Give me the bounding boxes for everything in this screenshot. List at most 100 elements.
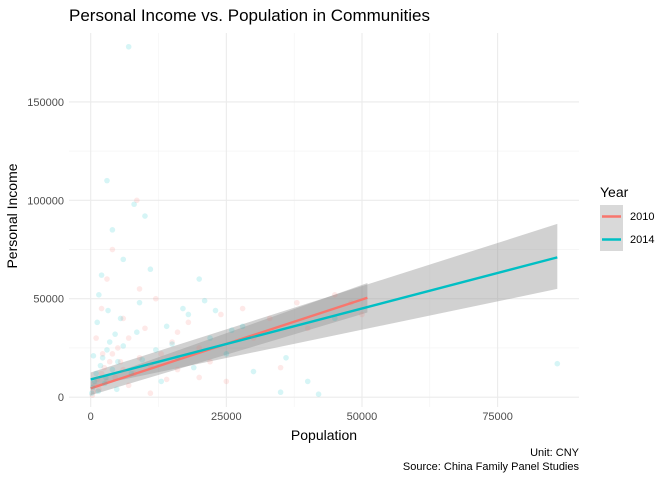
data-point-2010 [112, 374, 118, 381]
data-point-2014 [104, 347, 110, 353]
data-point-2014 [142, 213, 148, 219]
y-axis-title: Personal Income [4, 163, 20, 268]
y-tick-label: 50000 [33, 294, 64, 306]
confidence-band-2010 [90, 282, 368, 396]
data-point-2014 [134, 329, 140, 336]
chart-title: Personal Income vs. Population in Commun… [69, 6, 430, 25]
data-point-2014 [131, 201, 137, 208]
data-point-2010 [277, 364, 284, 371]
data-point-2014 [554, 360, 561, 367]
data-point-2014 [99, 354, 106, 361]
data-point-2014 [158, 378, 165, 385]
data-point-2010 [96, 386, 102, 393]
data-point-2014 [88, 390, 95, 397]
legend: Year 2010 2014 [600, 184, 654, 251]
data-point-2014 [223, 351, 230, 357]
data-point-2010 [104, 378, 110, 385]
data-point-2010 [93, 335, 99, 341]
data-point-2010 [153, 295, 159, 302]
caption-unit: Unit: CNY [530, 447, 580, 459]
legend-label: 2010 [630, 211, 654, 223]
data-point-2010 [169, 339, 175, 345]
data-point-2014 [315, 391, 322, 398]
data-point-2010 [106, 358, 113, 365]
caption-source: Source: China Family Panel Studies [403, 461, 580, 473]
data-point-2014 [93, 370, 99, 377]
data-point-2014 [120, 343, 127, 349]
trend-layer [90, 223, 558, 396]
data-point-2010 [120, 315, 127, 322]
data-point-2014 [102, 380, 108, 387]
data-point-2010 [218, 311, 224, 318]
data-point-2010 [332, 292, 338, 298]
y-tick-label: 150000 [27, 97, 64, 109]
data-point-2010 [136, 354, 143, 361]
data-point-2014 [239, 323, 246, 330]
data-point-2014 [228, 327, 235, 334]
data-point-2014 [147, 266, 154, 273]
data-point-2010 [90, 388, 97, 395]
data-point-2010 [147, 390, 154, 397]
data-point-2014 [105, 307, 111, 314]
data-point-2010 [250, 335, 257, 341]
data-point-2014 [304, 378, 311, 385]
trend-line-2014 [90, 256, 558, 381]
data-point-2014 [109, 366, 116, 373]
legend-title: Year [600, 184, 629, 200]
data-point-2014 [98, 272, 105, 278]
confidence-band-2014 [90, 223, 558, 387]
data-point-2014 [90, 384, 96, 391]
x-tick-label: 50000 [347, 411, 378, 423]
data-point-2010 [174, 366, 181, 373]
data-point-2014 [94, 319, 101, 326]
data-point-2014 [201, 297, 208, 304]
data-point-2014 [277, 389, 284, 396]
data-point-2014 [190, 364, 197, 371]
data-point-2014 [163, 323, 170, 330]
data-point-2010 [147, 362, 154, 369]
data-point-2010 [115, 345, 121, 351]
x-tick-label: 75000 [482, 411, 513, 423]
grid [69, 33, 579, 407]
data-point-2014 [169, 341, 175, 347]
data-point-2014 [128, 370, 135, 377]
data-point-2010 [196, 345, 203, 351]
data-point-2010 [136, 286, 143, 292]
data-point-2010 [109, 246, 116, 253]
data-point-2014 [97, 362, 104, 369]
data-point-2014 [95, 388, 102, 395]
data-point-2014 [91, 378, 98, 385]
data-point-2014 [153, 347, 159, 353]
data-point-2010 [104, 276, 110, 282]
data-point-2010 [294, 299, 300, 306]
ticks-layer: 0 25000 50000 75000 0 50000 100000 150000 [27, 97, 513, 423]
data-point-2010 [125, 335, 132, 341]
data-point-2010 [98, 370, 105, 377]
data-point-2010 [92, 382, 98, 389]
x-tick-label: 25000 [211, 411, 242, 423]
data-point-2010 [207, 358, 213, 365]
data-point-2014 [180, 305, 186, 312]
data-point-2014 [115, 358, 121, 365]
data-point-2014 [250, 368, 257, 375]
data-point-2014 [207, 335, 213, 341]
data-point-2014 [113, 386, 120, 393]
y-tick-label: 100000 [27, 195, 64, 207]
data-point-2014 [96, 292, 102, 298]
data-point-2010 [239, 305, 246, 312]
data-point-2010 [158, 351, 165, 357]
data-point-2014 [212, 307, 219, 314]
data-point-2010 [163, 376, 170, 383]
data-point-2010 [131, 370, 137, 377]
data-point-2014 [117, 315, 124, 322]
data-point-2010 [196, 374, 203, 381]
points-layer [88, 43, 561, 398]
data-point-2010 [109, 351, 116, 357]
data-point-2014 [174, 354, 181, 361]
y-tick-label: 0 [58, 392, 64, 404]
x-tick-label: 0 [88, 411, 94, 423]
data-point-2010 [125, 382, 132, 389]
data-point-2014 [139, 356, 146, 363]
data-point-2010 [304, 325, 311, 332]
